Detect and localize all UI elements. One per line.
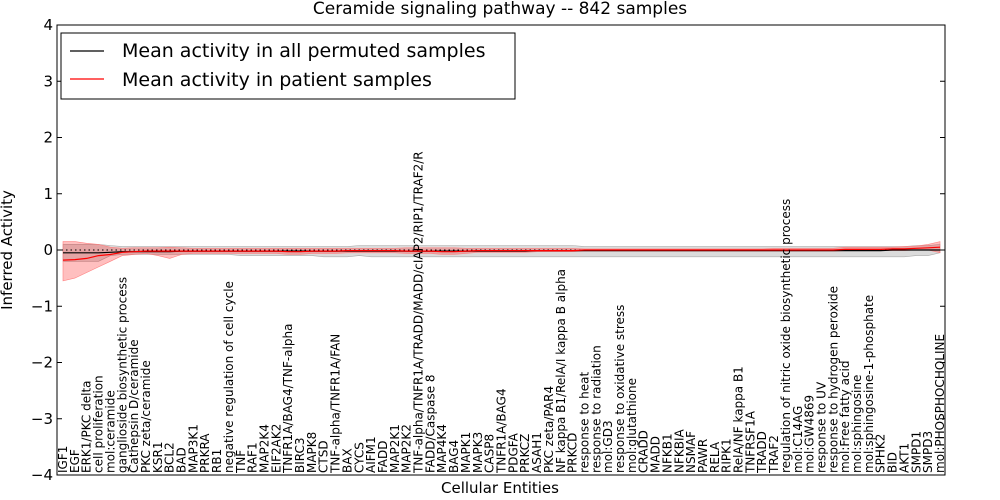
category-label: BID — [886, 452, 900, 473]
category-label: IGF1 — [56, 446, 70, 473]
category-label: BAG4 — [447, 440, 461, 473]
category-label: MAP3K1 — [186, 424, 200, 473]
category-label: Cathepsin D/ceramide — [127, 339, 141, 473]
category-label: MAPK1 — [459, 432, 473, 473]
y-tick-label: −4 — [31, 466, 53, 484]
category-label: response to oxidative stress — [613, 305, 627, 473]
category-label: RIPK1 — [720, 438, 734, 473]
category-label: mol:sphingosine-1-phosphate — [862, 295, 876, 473]
category-label: RELA — [708, 441, 722, 473]
category-label: MAP2K2 — [400, 424, 414, 473]
category-label: RB1 — [210, 449, 224, 473]
y-tick-label: 0 — [43, 241, 53, 259]
category-label: TNFR1A/BAG4/TNF-alpha — [281, 324, 295, 474]
category-label: CYCS — [352, 442, 366, 473]
category-label: CASP8 — [483, 434, 497, 473]
category-label: EGF — [68, 449, 82, 473]
category-label: SMPD1 — [909, 431, 923, 473]
category-label: MAPK3 — [471, 432, 485, 473]
category-label: mol:GD3 — [601, 420, 615, 473]
category-label: EIF2AK2 — [269, 424, 283, 473]
legend-label-patient: Mean activity in patient samples — [122, 69, 432, 91]
category-label: response to heat — [578, 371, 592, 473]
category-label: MAP2K4 — [258, 424, 272, 473]
category-label: TRAF2 — [767, 435, 781, 474]
category-label: FADD — [376, 441, 390, 474]
x-axis-label: Cellular Entities — [441, 479, 559, 497]
category-label: TNF-alpha/TNFR1A/FAN — [329, 334, 343, 474]
category-label: PRKRA — [198, 433, 212, 473]
category-label: BIRC3 — [293, 437, 307, 473]
category-label: mol:glutathione — [625, 378, 639, 473]
category-label: ERK1/PKC delta — [80, 380, 94, 473]
legend-label-permuted: Mean activity in all permuted samples — [122, 40, 485, 62]
category-label: BAX — [340, 448, 354, 473]
y-tick-label: 4 — [43, 16, 53, 34]
legend: Mean activity in all permuted samples Me… — [60, 32, 516, 100]
category-label: CTSD — [317, 440, 331, 473]
category-label: AKT1 — [897, 443, 911, 473]
category-label: PRKCD — [566, 433, 580, 473]
category-label: AIFM1 — [364, 436, 378, 473]
category-label: response to UV — [815, 381, 829, 473]
y-axis-ticks: −4 −3 −2 −1 0 1 2 3 4 — [31, 16, 945, 484]
category-label: NSMAF — [684, 431, 698, 473]
category-label: mol:Free fatty acid — [838, 361, 852, 474]
category-label: mol:C14AG — [791, 406, 805, 473]
y-tick-label: 1 — [43, 185, 53, 203]
category-label: ganglioside biosynthetic process — [115, 277, 129, 473]
category-label: PRKCZ — [518, 434, 532, 473]
category-label: MAPK8 — [305, 432, 319, 473]
category-label: negative regulation of cell cycle — [222, 281, 236, 473]
category-label: BCL2 — [163, 442, 177, 473]
category-label: NF kappa B1/RelA/I kappa B alpha — [554, 269, 568, 473]
series-lines — [62, 246, 941, 261]
category-label: PDGFA — [506, 432, 520, 473]
category-label: regulation of nitric oxide biosynthetic … — [779, 199, 793, 473]
category-label: cell proliferation — [92, 375, 106, 473]
chart-title: Ceramide signaling pathway -- 842 sample… — [313, 0, 687, 19]
category-label: TRADD — [755, 431, 769, 474]
category-label: mol:PHOSPHOCHOLINE — [933, 334, 947, 473]
y-axis-label: Inferred Activity — [0, 190, 16, 310]
category-label: response to hydrogen peroxide — [826, 286, 840, 473]
category-label: SMPD3 — [921, 431, 935, 473]
y-tick-label: 3 — [43, 72, 53, 90]
category-label: ASAH1 — [530, 432, 544, 473]
category-label: RelA/NF kappa B1 — [732, 366, 746, 473]
category-label: SPHK2 — [874, 434, 888, 473]
category-label: KSR1 — [151, 442, 165, 473]
category-label: CRADD — [637, 430, 651, 473]
series-line-1 — [62, 246, 941, 261]
category-label: BAD — [175, 447, 189, 473]
category-label: MAP2K1 — [388, 424, 402, 473]
category-label: TNFRSF1A — [743, 410, 757, 474]
y-tick-label: −1 — [31, 297, 53, 315]
category-label: PKC zeta/ceramide — [139, 360, 153, 473]
y-tick-label: −2 — [31, 354, 53, 372]
category-label: PKC zeta/PAR4 — [542, 386, 556, 473]
category-label: MAP4K4 — [435, 424, 449, 473]
category-label: TNFR1A/BAG4 — [495, 388, 509, 474]
y-tick-label: 2 — [43, 129, 53, 147]
category-label: mol:sphingosine — [850, 375, 864, 473]
category-label: MADD — [649, 436, 663, 473]
category-label: NFKB1 — [660, 433, 674, 473]
category-label: RAF1 — [246, 442, 260, 473]
category-label: FADD/Caspase 8 — [423, 374, 437, 473]
category-label: mol:ceramide — [103, 390, 117, 473]
y-tick-label: −3 — [31, 410, 53, 428]
category-label: NFKBIA — [672, 428, 686, 473]
category-label: mol:GW4869 — [803, 395, 817, 473]
category-label: TNF — [234, 450, 248, 474]
legend-box — [60, 32, 516, 100]
category-label: PAWR — [696, 439, 710, 473]
category-label: TNF-alpha/TNFR1A/TRADD/MADD/cIAP2/RIP1/T… — [412, 151, 426, 474]
category-label: response to radiation — [589, 345, 603, 473]
